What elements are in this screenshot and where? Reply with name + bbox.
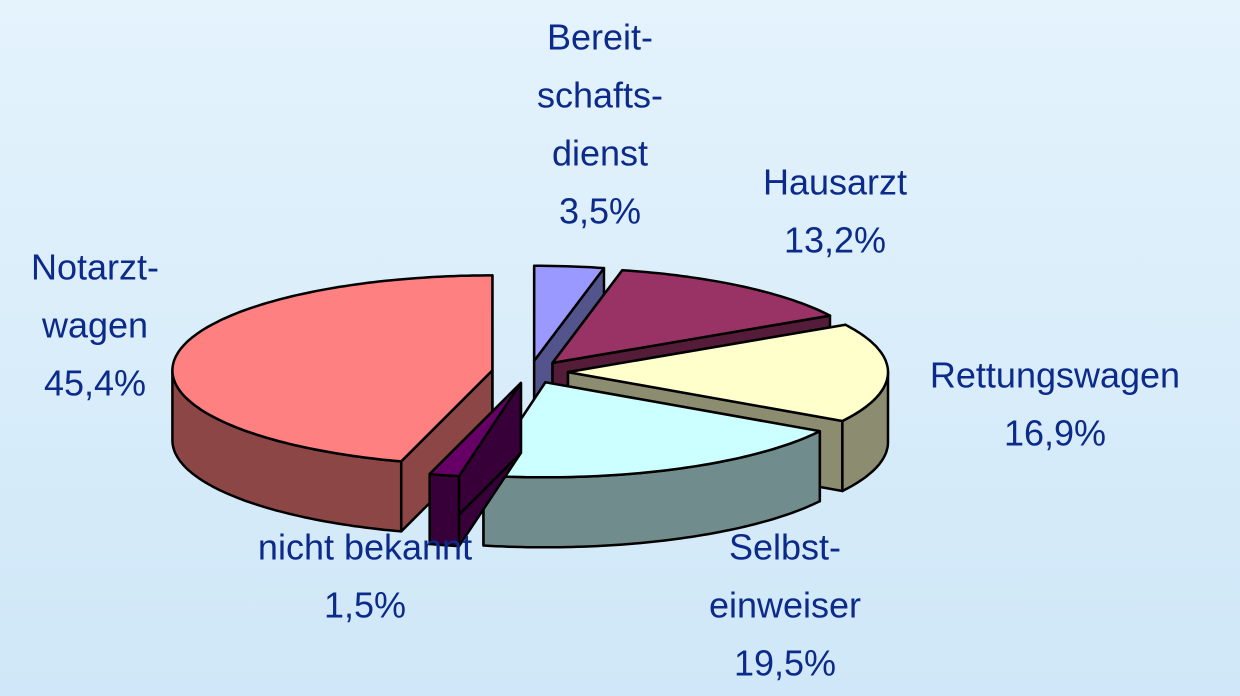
slice	[171, 274, 494, 463]
category-label: Rettungswagen	[930, 355, 1180, 396]
category-label: nicht bekannt	[258, 527, 472, 568]
value-label: 1,5%	[324, 585, 406, 626]
category-label: wagen	[41, 305, 148, 346]
category-label: Hausarzt	[763, 162, 907, 203]
value-label: 45,4%	[44, 363, 146, 404]
value-label: 13,2%	[784, 220, 886, 261]
value-label: 3,5%	[559, 191, 641, 232]
slice	[482, 381, 822, 479]
value-label: 19,5%	[734, 643, 836, 684]
category-label: einweiser	[709, 585, 861, 626]
slice	[551, 268, 832, 365]
category-label: Bereit-	[547, 17, 653, 58]
value-label: 16,9%	[1004, 413, 1106, 454]
slice	[532, 264, 606, 363]
category-label: Notarzt-	[31, 247, 159, 288]
slice	[566, 323, 890, 423]
category-label: schafts-	[537, 75, 663, 116]
category-label: Selbst-	[729, 527, 841, 568]
slice	[428, 381, 523, 478]
category-label: dienst	[552, 133, 648, 174]
